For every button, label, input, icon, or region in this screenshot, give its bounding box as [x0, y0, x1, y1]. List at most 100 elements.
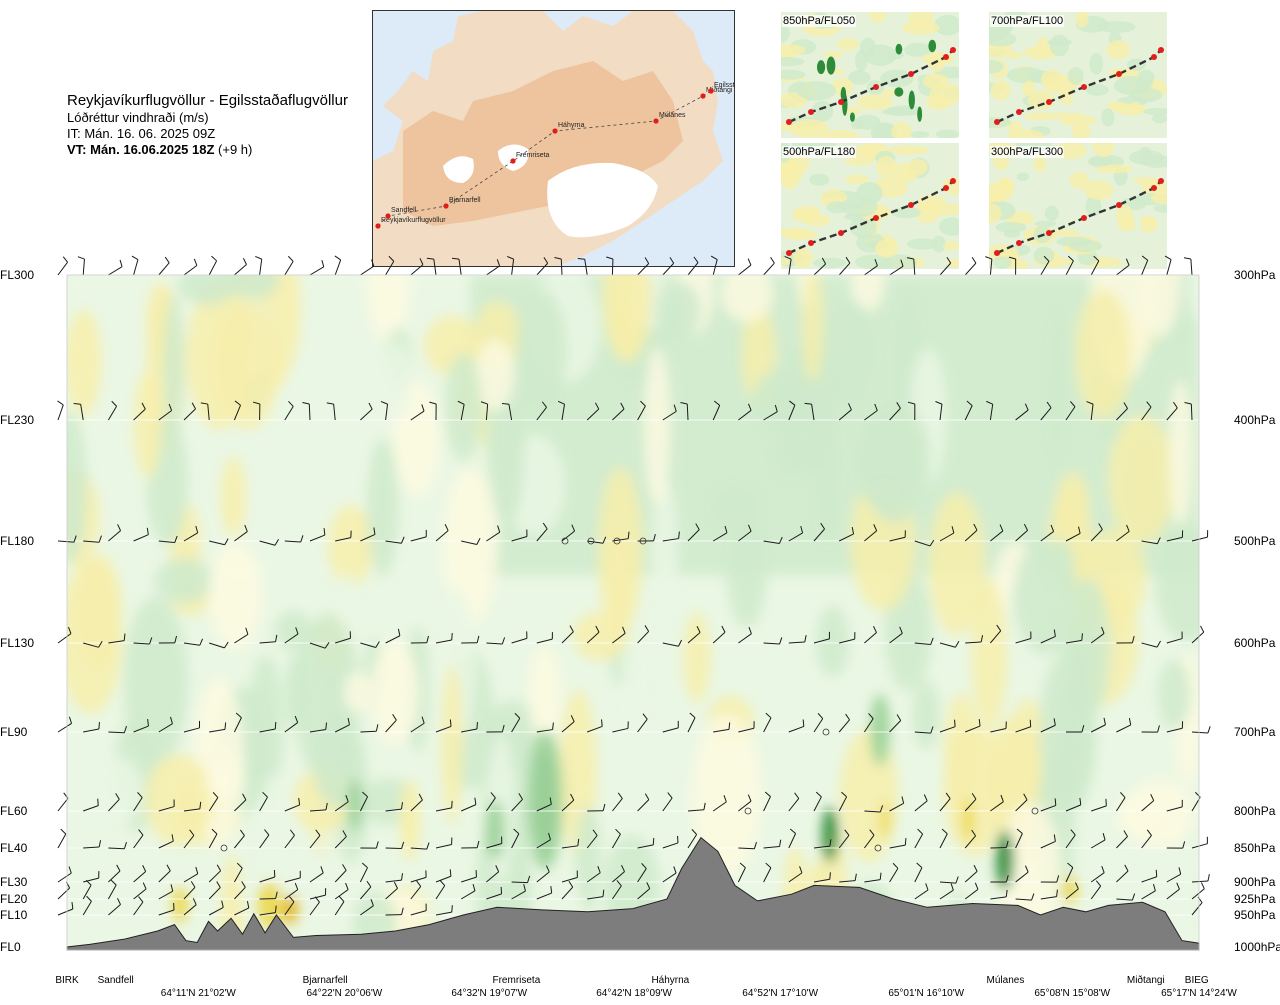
thumbnail-label: 850hPa/FL050	[782, 15, 857, 27]
thumbnail-700[interactable]: 700hPa/FL100	[989, 12, 1167, 138]
thumb-core	[917, 106, 923, 122]
thumb-cell	[1033, 153, 1047, 173]
wind-barb	[234, 793, 247, 812]
wind-barb	[939, 828, 948, 849]
thumbnail-500[interactable]: 500hPa/FL180	[781, 143, 959, 269]
thumb-cell	[1085, 84, 1109, 96]
wind-barb	[259, 869, 276, 883]
wind-barb	[637, 257, 650, 276]
thumb-cell	[989, 117, 1012, 128]
wind-barb	[738, 841, 758, 850]
wind-barb	[410, 903, 427, 916]
thumb-core	[816, 60, 826, 75]
wind-barb	[788, 526, 804, 542]
wind-barb	[208, 255, 218, 276]
wind-barb	[1065, 862, 1074, 883]
wind-barb	[83, 840, 102, 849]
wind-barb	[133, 865, 147, 883]
wind-barb	[1015, 523, 1028, 542]
flight-level-label: FL230	[0, 413, 35, 427]
wind-barb	[410, 404, 425, 421]
wind-barb	[914, 862, 923, 883]
field-core	[347, 779, 363, 831]
thumb-cell	[946, 258, 959, 268]
wind-barb	[561, 715, 575, 733]
thumb-cell	[1107, 101, 1127, 111]
field-cell	[208, 542, 263, 651]
wind-barb	[208, 864, 222, 883]
wind-barb	[426, 257, 437, 276]
wind-barb	[965, 635, 984, 644]
wind-barb	[662, 866, 677, 883]
field-cell	[383, 341, 412, 419]
wind-barbs	[57, 255, 1211, 916]
wind-barb	[788, 400, 796, 421]
wind-barb	[889, 714, 902, 733]
wind-barb	[284, 797, 301, 812]
wind-barb	[838, 829, 850, 849]
wind-barb	[83, 535, 102, 543]
field-cell	[912, 681, 940, 749]
thumbnail-300[interactable]: 300hPa/FL300	[989, 143, 1167, 269]
wind-barb	[763, 862, 772, 883]
wind-barb	[561, 870, 578, 883]
wind-barb	[326, 402, 336, 421]
field-cell	[163, 294, 184, 436]
wind-barb	[259, 791, 268, 812]
field-cell	[145, 753, 214, 847]
thumb-cell	[901, 20, 940, 35]
thumbnail-850-map	[781, 12, 959, 138]
wind-barb	[57, 626, 72, 644]
field-cell	[575, 805, 602, 912]
waypoint-label: Sandfell	[391, 207, 417, 214]
thumb-cell	[989, 244, 1019, 261]
wind-barb	[158, 884, 174, 900]
wind-barb	[889, 530, 906, 542]
wind-barb	[107, 879, 117, 900]
wind-barb	[252, 401, 261, 421]
wind-barb	[284, 715, 299, 733]
wind-barb	[486, 637, 506, 645]
wind-barb	[889, 402, 901, 421]
thumb-cell	[837, 38, 859, 51]
wind-barb	[939, 640, 960, 648]
wind-barb	[1191, 882, 1205, 900]
wind-barb	[536, 401, 547, 421]
wind-barb	[77, 256, 85, 276]
waypoint-marker	[385, 213, 391, 219]
wind-barb	[687, 712, 696, 733]
wind-barb	[1040, 718, 1056, 733]
wind-barb	[637, 625, 650, 644]
wind-barb	[662, 792, 673, 812]
wind-barb	[57, 902, 74, 916]
wind-barb	[200, 402, 210, 421]
station-label: Fremriseta	[492, 975, 541, 986]
wind-barb	[1008, 256, 1017, 276]
waypoint-marker	[700, 93, 706, 99]
wind-barb	[939, 876, 959, 884]
thumbnail-850[interactable]: 850hPa/FL050	[781, 12, 959, 138]
wind-barb	[108, 524, 122, 542]
field-cell	[247, 655, 284, 804]
pressure-label: 700hPa	[1234, 725, 1276, 739]
wind-barb	[1166, 867, 1182, 883]
wind-barb	[1191, 874, 1210, 883]
wind-barb	[662, 720, 679, 733]
wind-barb	[1166, 721, 1184, 733]
field-cell	[206, 762, 245, 801]
wind-barb	[712, 525, 728, 542]
thumb-waypoint	[1046, 230, 1052, 236]
wind-barb	[1141, 883, 1156, 900]
wind-barb	[233, 862, 243, 883]
thumb-waypoint	[943, 185, 949, 191]
thumb-waypoint	[1158, 178, 1164, 184]
wind-barb	[1015, 893, 1035, 901]
wind-barb	[838, 526, 855, 542]
wind-barb	[612, 721, 629, 733]
station-label: Múlanes	[986, 975, 1025, 986]
wind-barb	[536, 722, 554, 733]
wind-barb	[158, 635, 178, 644]
wind-barb	[864, 258, 878, 276]
field-cell	[851, 275, 884, 311]
